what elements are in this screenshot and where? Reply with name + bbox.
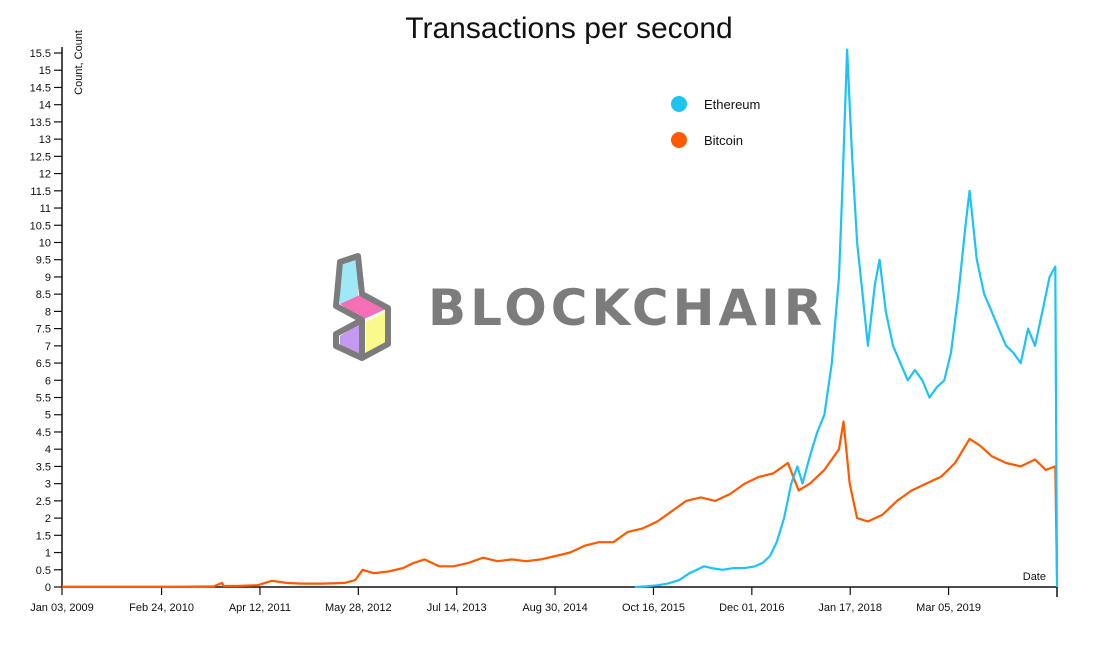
logo-cube-top-face — [340, 256, 358, 304]
x-tick-label: Jan 03, 2009 — [30, 602, 94, 614]
y-tick-label: 1.5 — [36, 530, 51, 542]
legend-label-ethereum[interactable]: Ethereum — [704, 97, 760, 112]
y-tick-label: 6 — [45, 375, 51, 387]
y-tick-label: 3 — [45, 479, 51, 491]
y-tick-label: 15 — [39, 65, 51, 77]
blockchair-wordmark: BLOCKCHAIR — [428, 279, 826, 337]
chart-title: Transactions per second — [405, 12, 732, 45]
y-tick-label: 6.5 — [36, 358, 51, 370]
blockchair-watermark: BLOCKCHAIR — [333, 253, 826, 361]
y-tick-label: 13.5 — [30, 117, 51, 129]
y-tick-label: 9 — [45, 272, 51, 284]
y-tick-label: 14.5 — [30, 82, 51, 94]
y-tick-label: 0.5 — [36, 565, 51, 577]
y-tick-label: 2 — [45, 513, 51, 525]
y-tick-label: 2.5 — [36, 496, 51, 508]
y-tick-label: 13 — [39, 134, 51, 146]
y-tick-label: 5 — [45, 410, 51, 422]
y-tick-label: 14 — [39, 100, 51, 112]
y-tick-label: 10.5 — [30, 220, 51, 232]
y-tick-label: 12 — [39, 169, 51, 181]
y-tick-label: 4 — [45, 444, 51, 456]
y-tick-label: 5.5 — [36, 393, 51, 405]
x-ticks: Jan 03, 2009 Feb 24, 2010 Apr 12, 2011 May … — [30, 587, 981, 614]
y-tick-label: 9.5 — [36, 255, 51, 267]
x-tick-label: Dec 01, 2016 — [719, 602, 784, 614]
legend-label-bitcoin[interactable]: Bitcoin — [704, 133, 743, 148]
logo-outline — [333, 253, 391, 361]
y-tick-label: 4.5 — [36, 427, 51, 439]
y-axis-label: Count, Count — [73, 30, 85, 95]
series-layer — [62, 48, 1059, 589]
series-line-bitcoin — [62, 420, 1059, 588]
y-tick-label: 12.5 — [30, 151, 51, 163]
legend: Ethereum Bitcoin — [671, 96, 760, 148]
x-tick-label: May 28, 2012 — [325, 602, 392, 614]
y-tick-label: 3.5 — [36, 461, 51, 473]
x-tick-label: Jul 14, 2013 — [427, 602, 487, 614]
y-tick-label: 15.5 — [30, 48, 51, 60]
y-tick-label: 8.5 — [36, 289, 51, 301]
y-ticks: 00.511.522.533.544.555.566.577.588.599.5… — [30, 48, 62, 594]
x-tick-label: Oct 16, 2015 — [622, 602, 685, 614]
y-tick-label: 11 — [40, 203, 51, 215]
x-tick-label: Jan 17, 2018 — [818, 602, 882, 614]
legend-marker-bitcoin[interactable] — [671, 132, 687, 148]
logo-cube-middle-face — [340, 294, 388, 320]
x-tick-label: Apr 12, 2011 — [229, 602, 291, 614]
y-tick-label: 10 — [39, 237, 51, 249]
y-tick-label: 0 — [45, 582, 51, 594]
legend-marker-ethereum[interactable] — [671, 96, 687, 112]
x-tick-label: Mar 05, 2019 — [916, 602, 981, 614]
series-line-ethereum — [634, 48, 1059, 589]
y-tick-label: 11.5 — [30, 186, 51, 198]
x-tick-label: Feb 24, 2010 — [129, 602, 194, 614]
y-tick-label: 1 — [45, 548, 51, 560]
y-tick-label: 7.5 — [36, 324, 51, 336]
x-tick-label: Aug 30, 2014 — [522, 602, 587, 614]
y-tick-label: 8 — [45, 306, 51, 318]
x-axis-label: Date — [1023, 571, 1046, 583]
blockchair-logo-icon — [333, 253, 391, 361]
y-tick-label: 7 — [45, 341, 51, 353]
